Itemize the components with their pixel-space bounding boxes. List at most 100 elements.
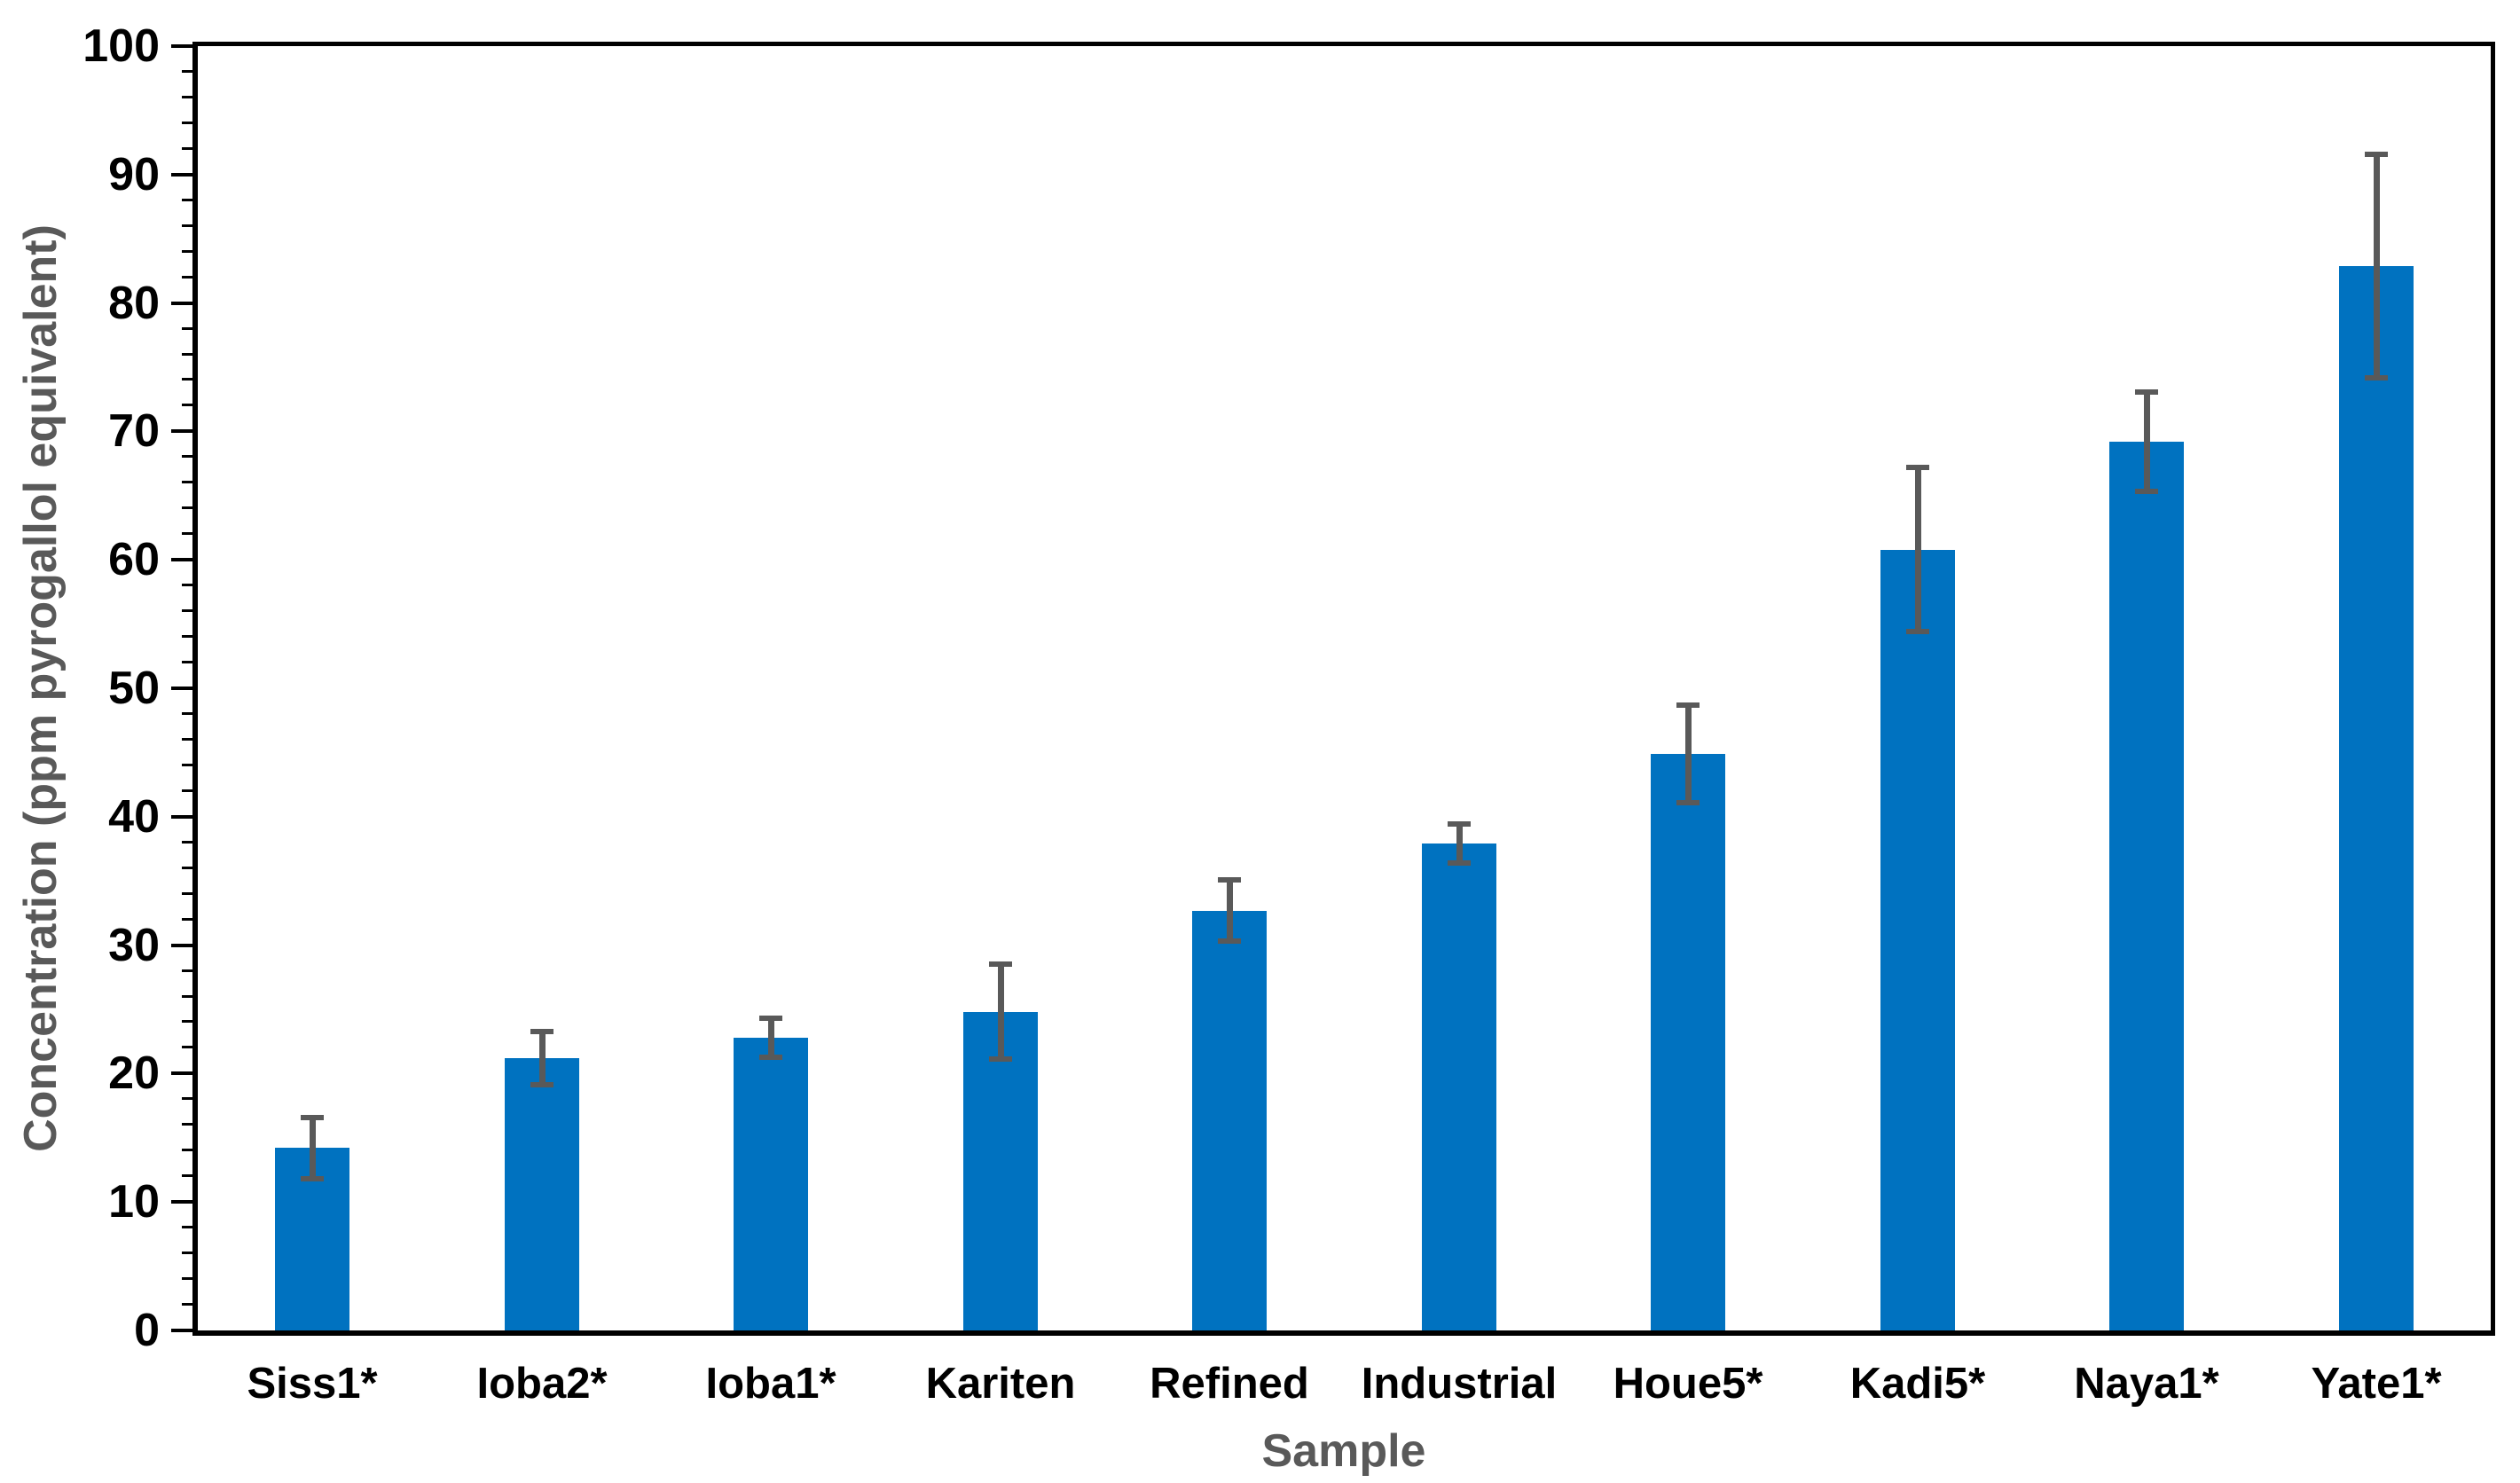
y-minor-tick [182, 96, 192, 98]
y-minor-tick [182, 224, 192, 227]
bar-Kariten [963, 1012, 1038, 1330]
error-bar-cap [2135, 489, 2158, 494]
y-minor-tick [182, 122, 192, 124]
x-category-label-Industrial: Industrial [1361, 1360, 1558, 1408]
y-major-tick [171, 815, 192, 819]
error-bar [1915, 467, 1921, 632]
y-minor-tick [182, 764, 192, 766]
x-category-label-Siss1*: Siss1* [247, 1360, 378, 1408]
y-minor-tick [182, 841, 192, 844]
y-minor-tick [182, 635, 192, 638]
error-bar [998, 964, 1004, 1059]
error-bar-cap [301, 1115, 324, 1120]
error-bar-cap [1906, 629, 1929, 634]
y-major-tick [171, 44, 192, 48]
error-bar-cap [759, 1016, 782, 1021]
error-bar-cap [1448, 821, 1471, 827]
y-minor-tick [182, 918, 192, 921]
y-major-tick [171, 429, 192, 433]
y-minor-tick [182, 1020, 192, 1023]
y-major-tick [171, 558, 192, 561]
x-category-label-Ioba1*: Ioba1* [705, 1360, 836, 1408]
error-bar-cap [989, 1056, 1012, 1062]
y-tick-label: 0 [134, 1305, 160, 1356]
y-tick-label: 50 [108, 663, 160, 714]
bar-Kadi5* [1880, 550, 1955, 1330]
y-minor-tick [182, 481, 192, 483]
bar-Yate1* [2339, 266, 2414, 1330]
error-bar-cap [1676, 800, 1700, 805]
bar-Ioba1* [734, 1038, 808, 1330]
y-minor-tick [182, 584, 192, 586]
y-major-tick [171, 687, 192, 690]
y-minor-tick [182, 1123, 192, 1126]
bar-Refined [1192, 911, 1267, 1330]
y-minor-tick [182, 147, 192, 150]
error-bar-cap [1448, 860, 1471, 866]
bar-Naya1* [2109, 442, 2184, 1330]
y-minor-tick [182, 892, 192, 895]
x-category-label-Naya1*: Naya1* [2074, 1360, 2219, 1408]
y-tick-label: 100 [82, 20, 160, 72]
error-bar-cap [2365, 152, 2388, 157]
error-bar [539, 1032, 546, 1086]
error-bar-cap [1218, 877, 1241, 883]
y-minor-tick [182, 199, 192, 201]
x-category-label-Yate1*: Yate1* [2311, 1360, 2442, 1408]
error-bar-cap [989, 961, 1012, 967]
x-category-label-Refined: Refined [1150, 1360, 1309, 1408]
y-tick-label: 20 [108, 1048, 160, 1099]
y-major-tick [171, 173, 192, 177]
y-tick-label: 40 [108, 791, 160, 843]
y-minor-tick [182, 404, 192, 406]
y-minor-tick [182, 995, 192, 998]
bar-Industrial [1422, 844, 1496, 1330]
y-minor-tick [182, 353, 192, 356]
error-bar-cap [1218, 938, 1241, 944]
y-minor-tick [182, 1252, 192, 1254]
error-bar-cap [2135, 389, 2158, 395]
error-bar [1456, 824, 1463, 862]
error-bar-cap [301, 1176, 324, 1181]
y-minor-tick [182, 532, 192, 535]
error-bar-cap [530, 1029, 553, 1034]
y-minor-tick [182, 506, 192, 509]
y-major-tick [171, 1329, 192, 1332]
y-minor-tick [182, 378, 192, 381]
error-bar [1227, 880, 1233, 942]
y-minor-tick [182, 1149, 192, 1151]
y-tick-label: 10 [108, 1176, 160, 1228]
x-category-label-Houe5*: Houe5* [1613, 1360, 1763, 1408]
error-bar [768, 1018, 774, 1056]
y-major-tick [171, 302, 192, 305]
error-bar [1685, 705, 1692, 803]
y-minor-tick [182, 1097, 192, 1100]
y-minor-tick [182, 789, 192, 792]
y-minor-tick [182, 327, 192, 330]
y-minor-tick [182, 250, 192, 253]
error-bar [2144, 392, 2150, 492]
error-bar-cap [1906, 465, 1929, 470]
error-bar-cap [530, 1082, 553, 1087]
y-tick-label: 80 [108, 278, 160, 329]
y-minor-tick [182, 455, 192, 458]
plot-area [192, 42, 2495, 1336]
error-bar [2374, 154, 2380, 378]
y-major-tick [171, 1200, 192, 1204]
y-minor-tick [182, 712, 192, 715]
x-axis-title: Sample [1261, 1425, 1426, 1477]
x-category-label-Ioba2*: Ioba2* [476, 1360, 608, 1408]
y-minor-tick [182, 867, 192, 869]
y-minor-tick [182, 70, 192, 73]
y-tick-label: 30 [108, 920, 160, 971]
x-category-label-Kadi5*: Kadi5* [1849, 1360, 1986, 1408]
bar-Ioba2* [505, 1058, 579, 1330]
y-tick-label: 70 [108, 405, 160, 457]
y-minor-tick [182, 738, 192, 741]
y-minor-tick [182, 969, 192, 972]
error-bar-cap [759, 1055, 782, 1060]
y-minor-tick [182, 661, 192, 663]
y-minor-tick [182, 1277, 192, 1280]
y-minor-tick [182, 609, 192, 612]
